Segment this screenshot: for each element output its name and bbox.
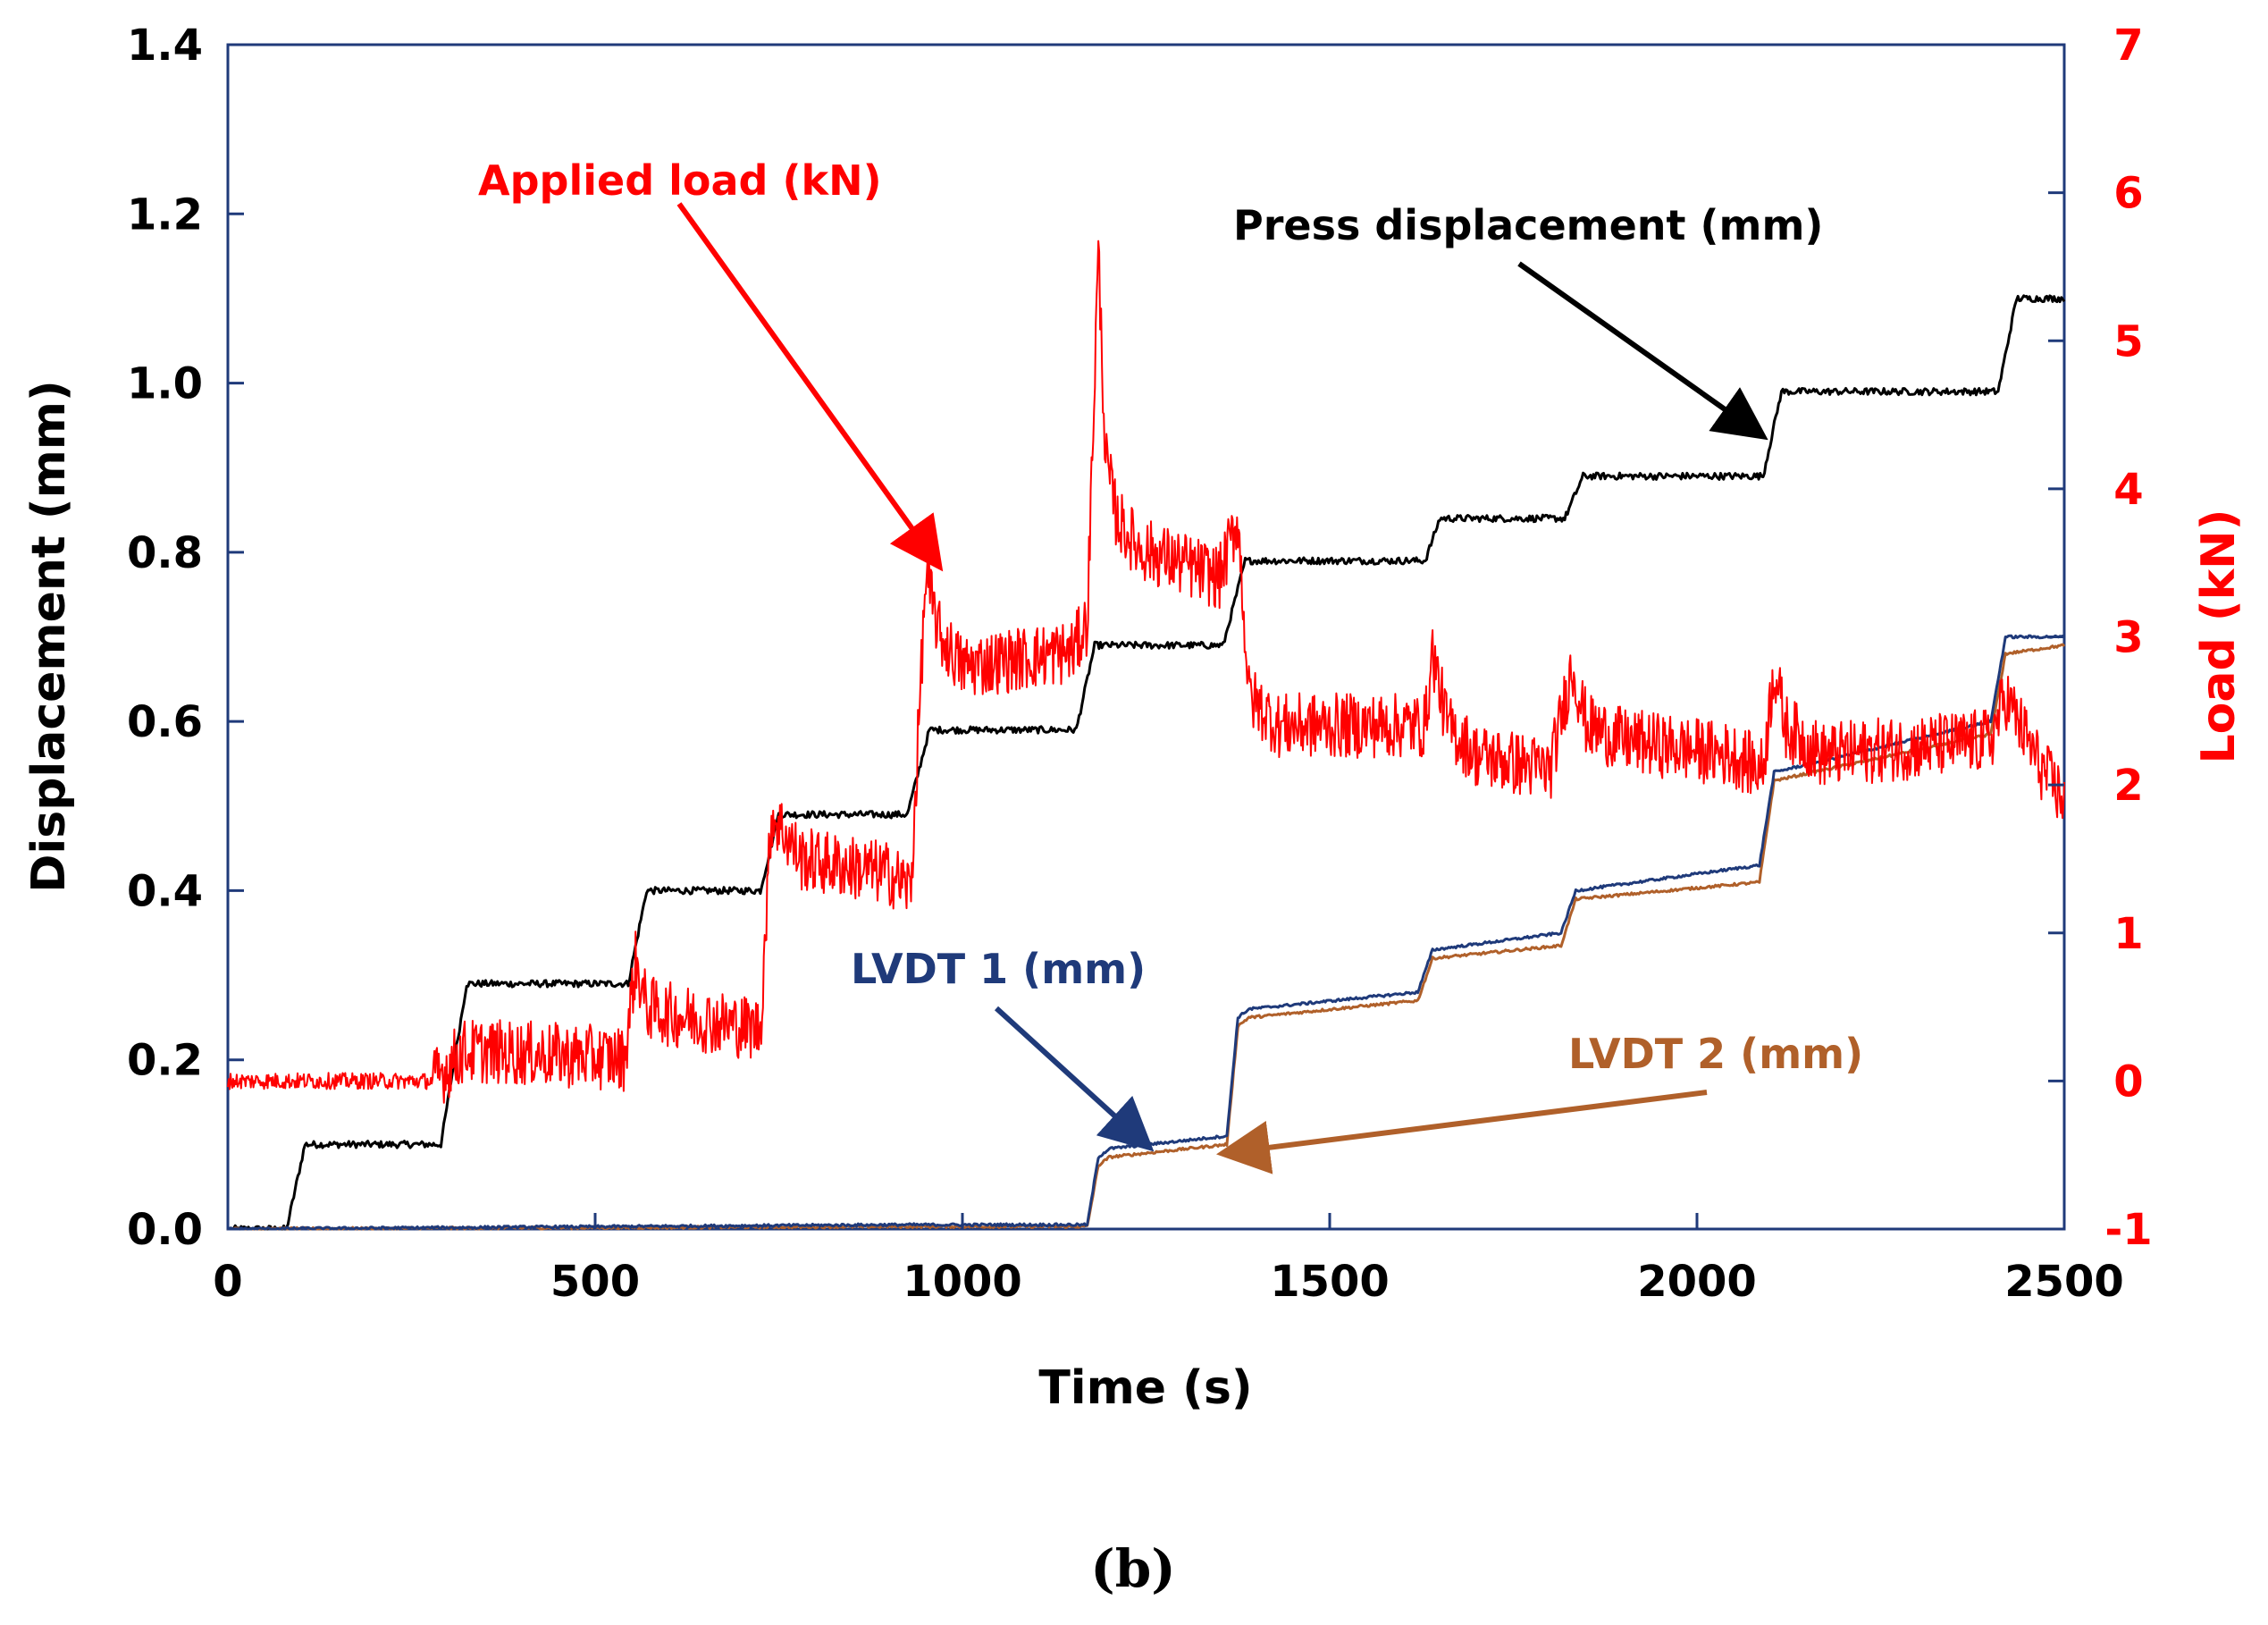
- annotation-lvdt-1: LVDT 1 (mm): [851, 945, 1146, 993]
- y-right-axis-title: Load (kN): [2192, 509, 2246, 764]
- y-left-tick-label: 0.2: [127, 1036, 203, 1086]
- y-left-tick-label: 1.2: [127, 189, 203, 240]
- x-tick-label: 1500: [1270, 1257, 1390, 1307]
- y-left-tick-label: 1.4: [127, 21, 203, 71]
- annotation-press-displacement: Press displacement (mm): [1233, 201, 1823, 249]
- annotation-lvdt-2: LVDT 2 (mm): [1568, 1030, 1863, 1078]
- arrow-press-displacement: [1517, 261, 1768, 441]
- y-left-tick-label: 0.8: [127, 528, 203, 578]
- x-axis-title: Time (s): [1038, 1361, 1252, 1415]
- x-tick-label: 2500: [2004, 1257, 2124, 1307]
- series-press-displacement: [228, 294, 2066, 1231]
- y-right-tick-label: 2: [2113, 761, 2143, 811]
- series-applied-load: [227, 240, 2065, 1104]
- annotation-layer: [676, 202, 1768, 1175]
- y-right-tick-label: 1: [2113, 909, 2143, 959]
- y-right-tick-label: 7: [2113, 21, 2143, 71]
- y-right-tick-label: 6: [2113, 169, 2143, 219]
- y-left-tick-label: 0.0: [127, 1205, 203, 1255]
- annotation-applied-load: Applied load (kN): [478, 156, 882, 205]
- arrow-lvdt-1: [994, 1006, 1155, 1152]
- x-tick-label: 1000: [903, 1257, 1022, 1307]
- x-tick-label: 500: [550, 1257, 640, 1307]
- y-right-tick-label: 4: [2113, 465, 2143, 515]
- x-tick-label: 2000: [1637, 1257, 1757, 1307]
- arrow-lvdt-2: [1216, 1090, 1708, 1175]
- arrow-applied-load: [676, 202, 944, 572]
- y-left-tick-label: 0.4: [127, 866, 203, 916]
- y-right-tick-label: -1: [2104, 1205, 2152, 1255]
- y-right-tick-label: 5: [2113, 316, 2143, 366]
- x-tick-label: 0: [213, 1257, 242, 1307]
- panel-label: (b): [1090, 1538, 1175, 1599]
- ticks-layer: 0 500 1000 1500 2000 2500 0.0 0.2 0.4 0.6 0.8 1.0 1.…: [127, 21, 2153, 1307]
- y-right-tick-label: 0: [2113, 1057, 2143, 1107]
- y-left-tick-label: 0.6: [127, 697, 203, 747]
- y-left-tick-label: 1.0: [127, 359, 203, 409]
- y-left-axis-title: Displacement (mm): [22, 380, 76, 893]
- y-right-tick-label: 3: [2113, 613, 2143, 663]
